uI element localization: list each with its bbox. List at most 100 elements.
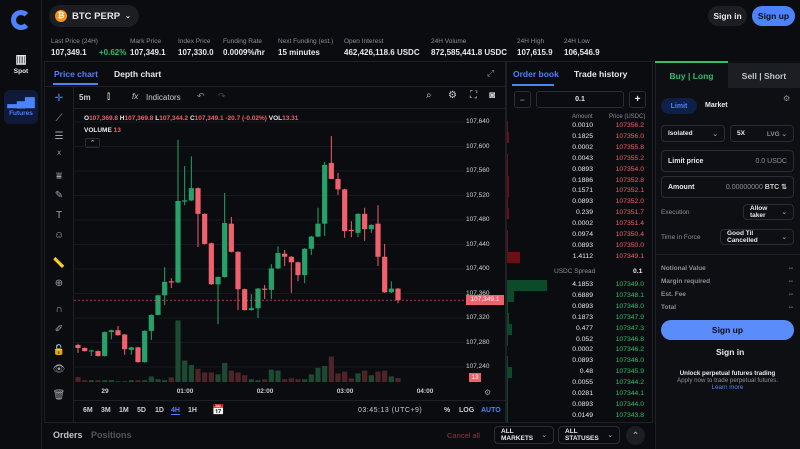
market-selector[interactable]: ₿ BTC PERP ⌄ (49, 5, 139, 27)
trend-line-icon[interactable]: ⟋ (55, 113, 63, 124)
bid-row[interactable]: 0.0002 107346.2 (507, 345, 652, 356)
collapse-legend-button[interactable]: ⌃ (85, 138, 100, 148)
ask-row[interactable]: 0.1825 107356.0 (507, 131, 652, 143)
ask-row[interactable]: 0.239 107351.7 (507, 208, 652, 220)
range-3M[interactable]: 3M (101, 407, 111, 414)
limit-order-tab[interactable]: Limit (661, 98, 697, 114)
tab-depth-chart[interactable]: Depth chart (114, 69, 162, 79)
decrease-step-button[interactable]: − (514, 91, 531, 108)
tab-order-book[interactable]: Order book (513, 69, 559, 79)
trade-sign-in-link[interactable]: Sign in (716, 347, 745, 357)
camera-icon[interactable]: ◙ (489, 90, 496, 101)
axis-settings-icon[interactable]: ⚙ (484, 388, 492, 397)
time-in-force-select[interactable]: Good Til Cancelled ⌄ (720, 229, 794, 245)
ask-row[interactable]: 0.0893 107350.0 (507, 240, 652, 252)
undo-icon[interactable]: ↶ (197, 91, 205, 101)
zoom-in-icon[interactable]: ⊕ (54, 278, 64, 289)
ask-row[interactable]: 0.0974 107350.4 (507, 230, 652, 241)
bid-row[interactable]: 0.0281 107344.1 (507, 389, 652, 400)
ask-row[interactable]: 0.1886 107352.8 (507, 175, 652, 187)
execution-select[interactable]: Allow taker ⌄ (743, 204, 794, 220)
candle-type-icon[interactable]: ⫾ (107, 91, 111, 102)
ask-row[interactable]: 1.4112 107349.1 (507, 251, 652, 263)
crosshair-icon[interactable]: ✛ (54, 93, 64, 104)
learn-more-link[interactable]: Learn more (711, 384, 744, 391)
leverage-select[interactable]: 5X LVG ⌄ (730, 125, 794, 142)
bid-row[interactable]: 0.052 107346.8 (507, 334, 652, 346)
tab-price-chart[interactable]: Price chart (54, 69, 98, 79)
range-1M[interactable]: 1M (119, 407, 129, 414)
magnet-icon[interactable]: ∩ (55, 304, 63, 315)
bid-row[interactable]: 0.477 107347.3 (507, 323, 652, 335)
increase-step-button[interactable]: + (629, 91, 646, 108)
lock-drawing-icon[interactable]: ✐ (54, 324, 64, 335)
emoji-icon[interactable]: ☺ (53, 230, 65, 241)
ask-row[interactable]: 0.1571 107352.1 (507, 186, 652, 198)
brush-icon[interactable]: ✎ (54, 190, 64, 201)
trade-sign-up-button[interactable]: Sign up (661, 320, 794, 340)
execution-label: Execution (661, 209, 690, 216)
ask-row[interactable]: 0.0893 107352.0 (507, 197, 652, 209)
bid-row[interactable]: 0.0893 107344.0 (507, 399, 652, 411)
horizontal-lines-icon[interactable]: ☰ (54, 131, 64, 142)
settings-gear-icon[interactable]: ⚙ (448, 90, 457, 101)
zoom-search-icon[interactable]: ⌕ (426, 90, 432, 101)
margin-mode-select[interactable]: Isolated ⌄ (661, 125, 725, 142)
cancel-all-button[interactable]: Cancel all (447, 431, 480, 440)
fib-icon[interactable]: ⩸ (55, 171, 63, 182)
date-range-icon[interactable]: 📅 (212, 405, 225, 416)
fullscreen-icon[interactable]: ⛶ (470, 90, 477, 101)
ask-row[interactable]: 0.0010 107356.2 (507, 121, 652, 132)
log-scale-toggle[interactable]: LOG (459, 407, 475, 414)
range-1H[interactable]: 1H (188, 407, 197, 414)
range-6M[interactable]: 6M (83, 407, 93, 414)
header-sign-up-button[interactable]: Sign up (752, 6, 795, 26)
market-order-tab[interactable]: Market (705, 102, 728, 109)
ruler-icon[interactable]: 📏 (52, 258, 66, 269)
app-logo[interactable] (11, 10, 31, 30)
range-4H[interactable]: 4H (171, 407, 180, 415)
bid-row[interactable]: 0.0893 107346.0 (507, 356, 652, 368)
ask-row[interactable]: 0.0043 107355.2 (507, 153, 652, 165)
unlock-icon[interactable]: 🔓 (52, 345, 66, 356)
tab-positions[interactable]: Positions (91, 430, 132, 440)
pattern-icon[interactable]: ᕁ (56, 150, 62, 161)
bid-row[interactable]: 0.0893 107348.0 (507, 301, 652, 313)
redo-icon[interactable]: ↷ (218, 91, 226, 101)
range-1D[interactable]: 1D (155, 407, 164, 414)
ask-row[interactable]: 0.0002 107351.4 (507, 219, 652, 230)
amount-input[interactable]: Amount 0.00000000 BTC ⇅ (661, 176, 794, 198)
nav-item-spot[interactable]: ▥ Spot (4, 48, 38, 82)
interval-selector[interactable]: 5m (79, 93, 91, 102)
bid-row[interactable]: 0.0055 107344.2 (507, 378, 652, 390)
percent-scale-toggle[interactable]: % (444, 407, 451, 414)
trash-icon[interactable]: 🗑 (52, 390, 66, 401)
bid-row[interactable]: 0.48 107345.9 (507, 367, 652, 379)
header-sign-in-button[interactable]: Sign in (708, 6, 747, 26)
buy-long-tab[interactable]: Buy | Long (669, 70, 714, 81)
text-icon[interactable]: T (55, 210, 63, 221)
limit-price-input[interactable]: Limit price 0.0 USDC (661, 150, 794, 172)
clock[interactable]: 03:45:13 (UTC+9) (358, 407, 423, 414)
nav-item-futures[interactable]: ▂▄▆ Futures (4, 90, 38, 124)
ask-row[interactable]: 0.0002 107355.8 (507, 143, 652, 154)
range-5D[interactable]: 5D (137, 407, 146, 414)
markets-filter[interactable]: ALL MARKETS ⌄ (494, 426, 554, 444)
bid-row[interactable]: 0.6889 107348.1 (507, 290, 652, 302)
indicators-button[interactable]: Indicators (146, 93, 181, 102)
status-filter[interactable]: ALL STATUSES ⌄ (558, 426, 620, 444)
bid-row[interactable]: 0.0149 107343.8 (507, 410, 652, 422)
bid-row[interactable]: 0.1873 107347.9 (507, 312, 652, 324)
sell-short-tab[interactable]: Sell | Short (728, 63, 800, 88)
tab-trade-history[interactable]: Trade history (574, 69, 628, 79)
auto-scale-toggle[interactable]: AUTO (481, 407, 501, 414)
tab-orders[interactable]: Orders (53, 430, 83, 440)
price-step-input[interactable]: 0.1 (536, 91, 624, 108)
eye-icon[interactable]: 👁 (52, 364, 66, 375)
bid-row[interactable]: 4.1853 107349.0 (507, 280, 652, 291)
ask-row[interactable]: 0.0893 107354.0 (507, 164, 652, 176)
expand-icon[interactable]: ⤢ (487, 68, 495, 78)
expand-orders-button[interactable]: ⌃ (626, 426, 645, 445)
settings-gear-icon[interactable]: ⚙ (783, 94, 791, 103)
